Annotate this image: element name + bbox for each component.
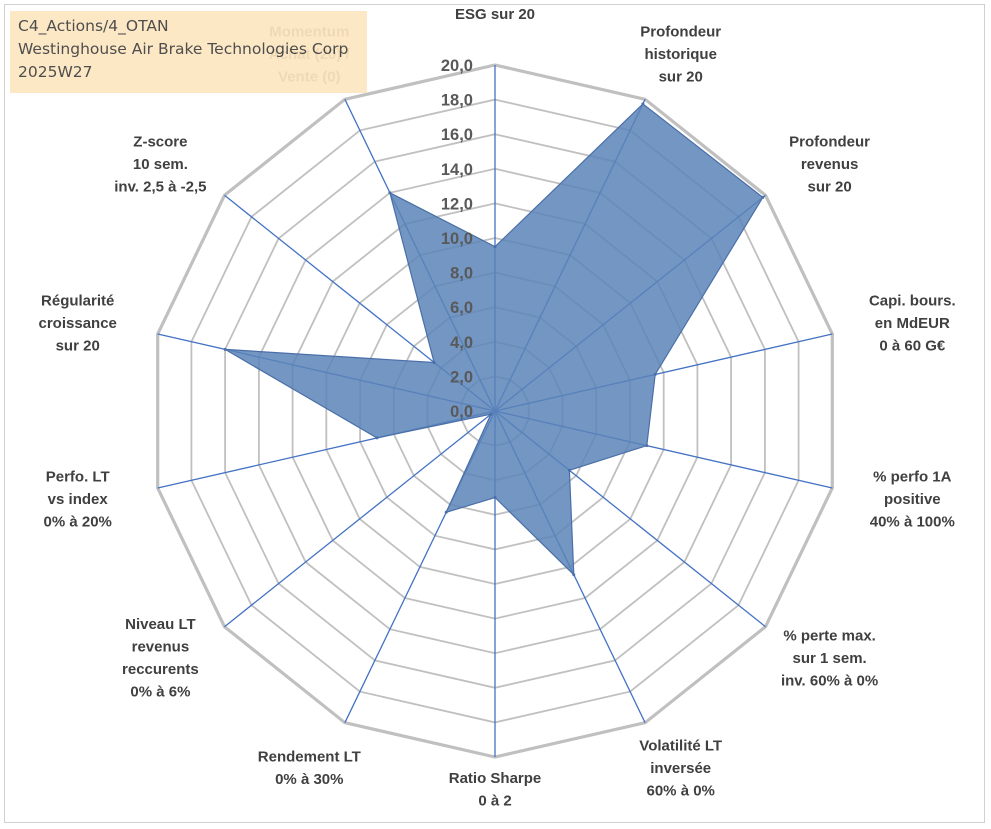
axis-label-1: Profondeur historique sur 20 <box>640 24 721 86</box>
axis-label-5-line-1: sur 1 sem. <box>792 650 866 667</box>
axis-label-6-line-2: 60% à 0% <box>647 782 715 799</box>
axis-label-10: Perfo. LT vs index 0% à 20% <box>44 469 112 531</box>
axis-label-2: Profondeur revenus sur 20 <box>789 134 870 196</box>
axis-label-4-line-0: % perfo 1A <box>873 469 952 486</box>
data-point-13 <box>388 191 392 195</box>
axis-label-5: % perte max. sur 1 sem. inv. 60% à 0% <box>781 627 878 689</box>
axis-label-8-line-1: 0% à 30% <box>275 771 343 788</box>
axis-label-2-line-1: revenus <box>801 156 859 173</box>
axis-label-12-line-2: inv. 2,5 à -2,5 <box>114 179 206 196</box>
axis-label-11-line-1: croissance <box>39 315 117 332</box>
axis-label-6-line-1: inversée <box>650 760 711 777</box>
data-point-6 <box>572 573 576 577</box>
data-point-7 <box>493 496 497 499</box>
axis-label-3-line-2: 0 à 60 G€ <box>879 337 946 354</box>
data-point-3 <box>653 372 657 376</box>
axis-label-0: Note ESG sur 20 <box>455 0 535 23</box>
data-point-12 <box>432 361 436 364</box>
axis-label-4-line-1: positive <box>884 491 941 508</box>
axis-label-2-line-0: Profondeur <box>789 134 870 151</box>
axis-label-5-line-2: inv. 60% à 0% <box>781 672 878 689</box>
axis-label-1-line-0: Profondeur <box>640 24 721 41</box>
axis-label-10-line-2: 0% à 20% <box>44 514 112 531</box>
data-point-2 <box>761 195 765 199</box>
axis-label-12-line-0: Z-score <box>133 134 187 151</box>
tick-label-7: 14,0 <box>441 161 473 179</box>
axis-label-11: Régularité croissance sur 20 <box>39 292 117 354</box>
data-point-9 <box>489 412 493 416</box>
data-point-11 <box>223 347 227 351</box>
header-line-week: 2025W27 <box>18 63 93 81</box>
axis-label-10-line-0: Perfo. LT <box>46 469 110 486</box>
axis-label-7-line-1: 0 à 2 <box>478 793 511 810</box>
axis-label-12: Z-score 10 sem. inv. 2,5 à -2,5 <box>114 134 206 196</box>
data-point-5 <box>567 468 571 472</box>
spoke-9 <box>224 410 496 628</box>
data-point-10 <box>375 436 379 440</box>
axis-label-4-line-2: 40% à 100% <box>870 514 955 531</box>
tick-label-9: 18,0 <box>441 92 473 110</box>
tick-label-2: 4,0 <box>450 334 473 352</box>
axis-label-9-line-0: Niveau LT <box>125 616 196 633</box>
tick-label-5: 10,0 <box>441 230 473 248</box>
axis-label-0-line-1: ESG sur 20 <box>455 6 535 23</box>
axis-label-3-line-1: en MdEUR <box>875 315 950 332</box>
axis-label-9-line-1: revenus <box>132 639 190 656</box>
axis-label-1-line-2: sur 20 <box>659 69 703 86</box>
axis-label-6-line-0: Volatilité LT <box>639 737 722 754</box>
axis-label-7: Ratio Sharpe 0 à 2 <box>449 770 542 810</box>
tick-label-6: 12,0 <box>441 195 473 213</box>
tick-label-10: 20,0 <box>441 57 473 75</box>
tick-label-1: 2,0 <box>450 368 473 386</box>
axis-label-11-line-2: sur 20 <box>56 337 100 354</box>
axis-label-8-line-0: Rendement LT <box>258 749 361 766</box>
tick-label-8: 16,0 <box>441 126 473 144</box>
header-line-path: C4_Actions/4_OTAN <box>18 17 169 35</box>
data-point-1 <box>641 102 645 106</box>
axis-label-10-line-1: vs index <box>48 491 109 508</box>
axis-label-7-line-0: Ratio Sharpe <box>449 770 542 787</box>
radar-series <box>223 102 765 577</box>
header-line-company: Westinghouse Air Brake Technologies Corp <box>18 40 349 58</box>
data-point-8 <box>444 510 448 514</box>
tick-label-4: 8,0 <box>450 265 473 283</box>
axis-label-9-line-3: 0% à 6% <box>130 684 190 701</box>
axis-label-3-line-0: Capi. bours. <box>869 292 956 309</box>
tick-label-0: 0,0 <box>450 403 473 421</box>
axis-label-12-line-1: 10 sem. <box>133 156 188 173</box>
axis-label-0-line-0: Note <box>478 0 511 1</box>
axis-label-2-line-2: sur 20 <box>807 179 851 196</box>
radar-tick-labels: 0,0 2,0 4,0 6,0 8,0 10,0 12,0 14,0 16,0 18,0 20,0 <box>441 57 473 421</box>
axis-label-6: Volatilité LT inversée 60% à 0% <box>639 737 722 799</box>
axis-label-11-line-0: Régularité <box>41 292 114 309</box>
axis-label-3: Capi. bours. en MdEUR 0 à 60 G€ <box>869 292 956 354</box>
axis-label-5-line-0: % perte max. <box>783 627 876 644</box>
data-point-0 <box>493 245 497 249</box>
axis-label-8: Rendement LT 0% à 30% <box>258 749 361 789</box>
tick-label-3: 6,0 <box>450 299 473 317</box>
axis-label-4: % perfo 1A positive 40% à 100% <box>870 469 955 531</box>
chart-header-box: C4_Actions/4_OTAN Westinghouse Air Brake… <box>10 11 367 93</box>
data-point-4 <box>645 444 649 448</box>
axis-label-9: Niveau LT revenus reccurents 0% à 6% <box>122 616 199 701</box>
axis-label-9-line-2: reccurents <box>122 661 199 678</box>
axis-label-1-line-1: historique <box>644 46 717 63</box>
